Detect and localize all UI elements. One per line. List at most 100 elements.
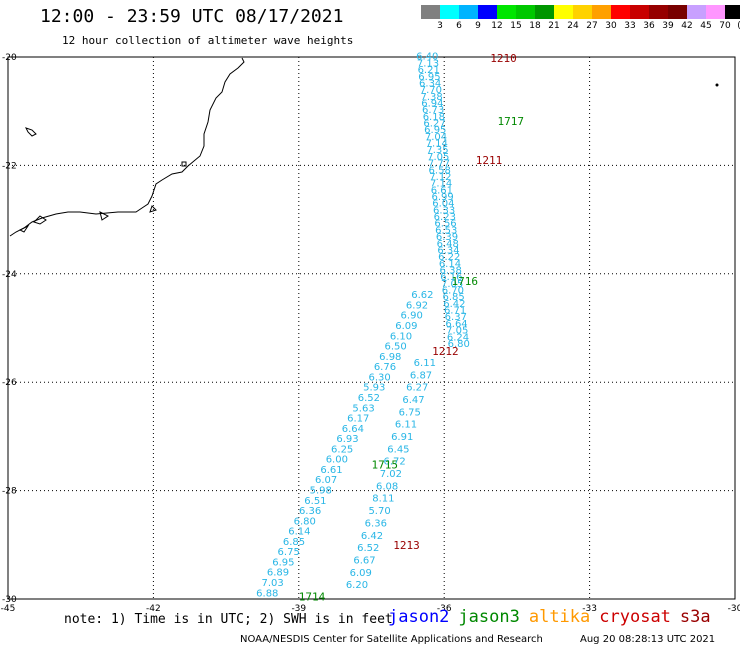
- latitude-label: -24: [2, 270, 17, 280]
- map-subtitle: 12 hour collection of altimeter wave hei…: [62, 34, 354, 47]
- wave-height-value: 5.70: [368, 506, 390, 517]
- legend-swatch: [421, 5, 440, 19]
- pass-time-label: 1210: [490, 52, 517, 65]
- wave-height-value: 6.95: [272, 557, 294, 568]
- wave-height-value: 6.64: [445, 319, 467, 330]
- legend-swatch: [516, 5, 535, 19]
- wave-height-value: 6.37: [445, 312, 467, 323]
- legend-swatch: [687, 5, 706, 19]
- legend-label: 15: [510, 21, 522, 31]
- wave-height-value: 6.11: [395, 420, 417, 431]
- longitude-label: -33: [582, 604, 597, 614]
- pass-time-label: 1716: [451, 275, 478, 288]
- wave-height-value: 6.07: [315, 475, 337, 486]
- island: [25, 127, 37, 137]
- wave-height-value: 6.17: [347, 414, 369, 425]
- wave-height-value: 6.76: [374, 362, 396, 373]
- wave-height-value: 6.11: [414, 358, 436, 369]
- wave-height-value: 6.14: [439, 259, 461, 270]
- wave-height-value: 6.09: [395, 321, 417, 332]
- wave-height-value: 6.56: [434, 219, 456, 230]
- wave-height-value: 8.11: [372, 494, 394, 505]
- wave-height-value: 6.94: [421, 98, 443, 109]
- wave-height-value: 6.52: [358, 393, 380, 404]
- mission-cryosat: cryosat: [599, 607, 671, 627]
- legend-swatch: [725, 5, 740, 19]
- wave-height-value: 6.00: [326, 455, 348, 466]
- wave-height-value: 6.14: [288, 527, 310, 538]
- wave-height-value: 6.90: [401, 311, 423, 322]
- wave-height-value: 6.67: [353, 555, 375, 566]
- wave-height-value: 6.30: [368, 372, 390, 383]
- wave-height-value: 7.12: [429, 172, 451, 183]
- wave-height-value: 6.36: [365, 518, 387, 529]
- longitude-label: -30: [728, 604, 740, 614]
- wave-height-value: 6.99: [431, 192, 453, 203]
- wave-height-value: 6.42: [443, 299, 465, 310]
- wave-height-value: 6.87: [410, 370, 432, 381]
- legend-label: 21: [548, 21, 560, 31]
- wave-height-value: 6.50: [385, 342, 407, 353]
- graticule-grid: [7, 56, 736, 600]
- wave-height-value: 6.72: [384, 457, 406, 468]
- legend-swatch: [668, 5, 687, 19]
- wave-height-value: 6.70: [442, 286, 464, 297]
- legend-label: 36: [643, 21, 655, 31]
- wave-height-value: 6.40: [416, 52, 438, 63]
- wave-height-value: 6.21: [418, 65, 440, 76]
- wave-height-value: 7.13: [417, 58, 439, 69]
- wave-height-value: 6.58: [429, 165, 451, 176]
- wave-height-value: 6.45: [387, 444, 409, 455]
- legend-swatch: [535, 5, 554, 19]
- wave-height-value: 6.85: [283, 537, 305, 548]
- wave-height-value: 6.93: [336, 434, 358, 445]
- wave-height-value: 6.33: [433, 205, 455, 216]
- wave-height-value: 6.80: [294, 516, 316, 527]
- axis-labels: -45 -42 -39 -36 -33 -30 -20 -22 -24 -26 -28 -30: [1, 53, 740, 614]
- wave-height-value: 6.48: [437, 239, 459, 250]
- legend-label: 9: [475, 21, 481, 31]
- wave-height-value: 7.03: [262, 578, 284, 589]
- wave-height-value: 6.73: [422, 105, 444, 116]
- legend-swatch: [573, 5, 592, 19]
- pass-time-label: 1212: [432, 345, 459, 358]
- legend-label: 12: [491, 21, 503, 31]
- legend-label: 39: [662, 21, 674, 31]
- legend-label: 45: [700, 21, 712, 31]
- wave-height-value: 7.70: [420, 85, 442, 96]
- legend-swatch: [592, 5, 611, 19]
- wave-height-value: 6.52: [357, 543, 379, 554]
- note-text: note: 1) Time is in UTC; 2) SWH is in fe…: [64, 612, 393, 627]
- wave-height-value: 7.14: [430, 179, 452, 190]
- legend-label: 24: [567, 21, 579, 31]
- wave-height-value: 6.23: [434, 212, 456, 223]
- mission-legend: jason2 jason3 altika cryosat s3a: [388, 607, 711, 627]
- pass-time-label: 1714: [299, 590, 326, 603]
- wave-height-value: 5.93: [363, 383, 385, 394]
- wave-height-value: 7.35: [426, 145, 448, 156]
- legend-label: 33: [624, 21, 636, 31]
- coastline-detail: [18, 205, 157, 233]
- wave-height-value: 6.92: [406, 300, 428, 311]
- wave-height-value: 6.64: [342, 424, 364, 435]
- legend-swatch: [706, 5, 725, 19]
- wave-height-value: 6.22: [438, 252, 460, 263]
- wave-height-value: 6.71: [444, 306, 466, 317]
- mission-jason2: jason2: [388, 607, 450, 627]
- pass-time-label: 1211: [476, 154, 503, 167]
- wave-height-value: 6.61: [320, 465, 342, 476]
- wave-height-value: 5.63: [352, 403, 374, 414]
- legend-swatch: [497, 5, 516, 19]
- latitude-label: -26: [2, 378, 17, 388]
- pass-time-label: 1717: [498, 115, 524, 128]
- latitude-label: -30: [2, 595, 17, 605]
- island-2: [181, 161, 187, 167]
- wave-height-value: 6.39: [436, 232, 458, 243]
- legend-swatch: [630, 5, 649, 19]
- wave-height-value: 6.34: [437, 245, 459, 256]
- wave-height-value: 7.14: [426, 139, 448, 150]
- wave-height-value: 6.20: [346, 580, 368, 591]
- wave-height-value: 6.08: [376, 481, 398, 492]
- wave-height-value: 6.16: [440, 272, 462, 283]
